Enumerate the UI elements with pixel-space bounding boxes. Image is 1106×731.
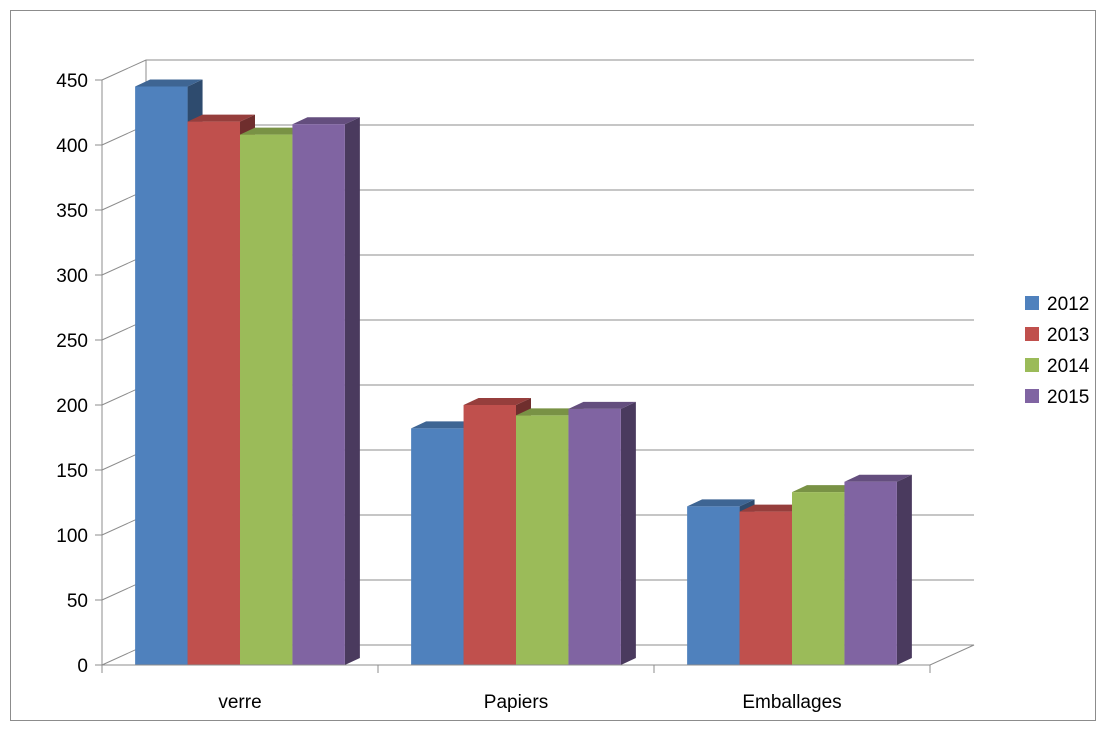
- bar-front: [687, 506, 740, 665]
- bar: [568, 401, 636, 665]
- y-tick-label: 350: [56, 201, 88, 222]
- bar: [844, 474, 912, 665]
- y-tick-label: 200: [56, 396, 88, 417]
- bar-top: [187, 114, 255, 122]
- y-tick-label: 150: [56, 461, 88, 482]
- legend-item: 2015: [1025, 387, 1089, 408]
- legend-swatch: [1025, 389, 1039, 403]
- legend-label: 2013: [1047, 325, 1089, 346]
- bar-top: [568, 401, 636, 409]
- legend-swatch: [1025, 358, 1039, 372]
- y-tick-label: 250: [56, 331, 88, 352]
- bar-top: [687, 499, 755, 507]
- bar-front: [187, 121, 240, 666]
- bar-top: [292, 117, 360, 125]
- gridline: [101, 59, 974, 81]
- bar-front: [844, 481, 897, 665]
- y-tick-label: 100: [56, 526, 88, 547]
- legend: 2012 2013 2014 2015: [1025, 294, 1090, 408]
- y-tick-label: 300: [56, 266, 88, 287]
- x-tick-label: Papiers: [484, 692, 548, 713]
- bar-front: [411, 428, 464, 665]
- bar-top: [463, 398, 531, 405]
- bar-top: [792, 485, 860, 493]
- x-tick-label: Emballages: [742, 692, 841, 713]
- bar-top: [411, 421, 479, 429]
- bar-front: [240, 134, 293, 666]
- bar-top: [844, 474, 912, 482]
- bar-top: [240, 127, 308, 135]
- legend-swatch: [1025, 327, 1039, 341]
- legend-item: 2013: [1025, 325, 1089, 346]
- bar-front: [792, 492, 845, 665]
- bar-front: [568, 408, 621, 665]
- bar-front: [292, 124, 345, 665]
- y-tick-label: 0: [77, 656, 88, 677]
- legend-item: 2014: [1025, 356, 1090, 377]
- legend-item: 2012: [1025, 294, 1089, 315]
- bar-top: [135, 79, 203, 87]
- bar-front: [739, 511, 792, 665]
- y-tick-label: 50: [67, 591, 88, 612]
- y-tick-label: 400: [56, 136, 88, 157]
- legend-label: 2012: [1047, 294, 1089, 315]
- legend-label: 2015: [1047, 387, 1089, 408]
- bar-side: [344, 117, 360, 665]
- y-tick-label: 450: [56, 71, 88, 92]
- legend-swatch: [1025, 296, 1039, 310]
- bar-front: [516, 415, 569, 665]
- bars: [135, 79, 912, 666]
- bar-top: [516, 408, 584, 416]
- x-axis: verre Papiers Emballages: [101, 664, 931, 713]
- y-axis: 0 50 100 150 200 250 300 350 400 450: [56, 71, 103, 677]
- legend-label: 2014: [1047, 356, 1090, 377]
- bar-side: [896, 474, 912, 665]
- bar-side: [620, 401, 636, 665]
- bar-top: [739, 504, 807, 512]
- bar-front: [463, 405, 516, 665]
- bar: [292, 117, 360, 665]
- bar-front: [135, 86, 188, 665]
- x-tick-label: verre: [218, 692, 261, 713]
